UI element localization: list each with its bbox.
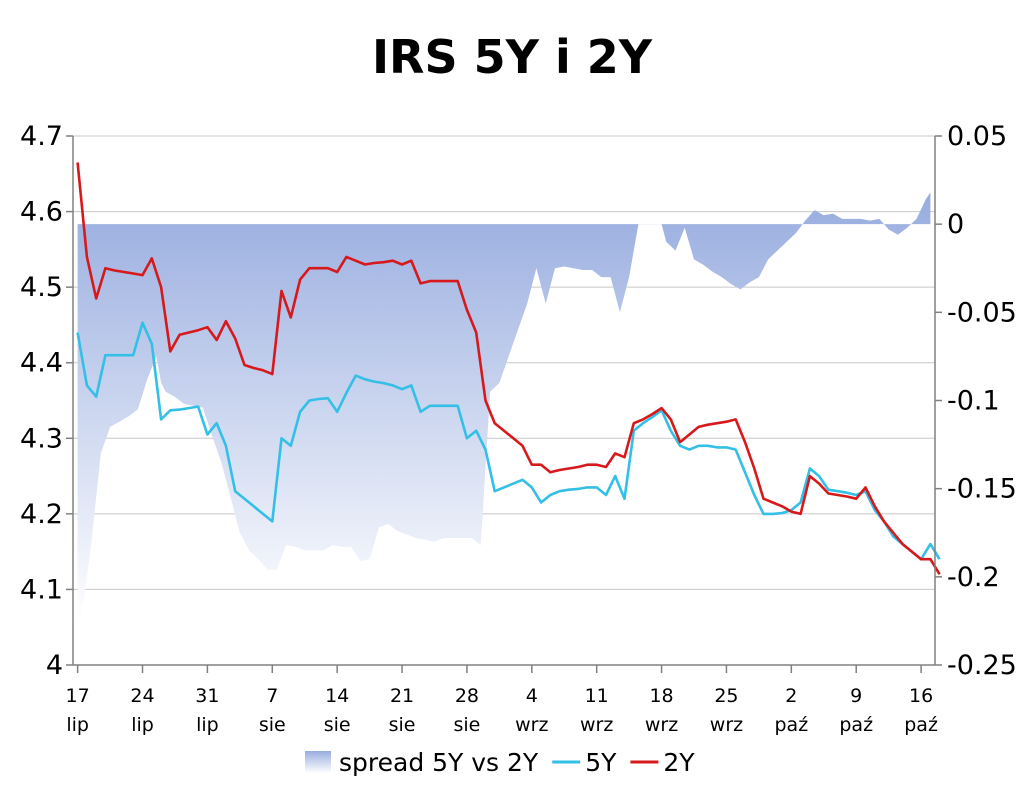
legend-label: spread 5Y vs 2Y [339,748,539,777]
y-right-tick-label: -0.05 [947,297,1017,328]
legend: spread 5Y vs 2Y 5Y 2Y [305,748,695,777]
x-tick-month: paź [904,714,938,736]
series-line-2y [76,162,941,575]
x-tick-day: 25 [714,685,738,707]
legend-label: 5Y [585,748,617,777]
x-tick-day: 7 [266,685,278,707]
x-tick-month: sie [259,714,286,736]
x-tick-month: wrz [710,714,743,736]
x-tick-day: 18 [649,685,673,707]
x-tick-day: 28 [455,685,479,707]
x-tick-month: lip [196,714,219,736]
y-right-tick-label: 0 [947,209,964,240]
axis-layer: 4.7 4.6 4.5 4.4 4.3 4.2 4.1 4 0.05 0 -0.05 -0.1 -0.1… [20,121,1017,736]
x-tick-day: 11 [585,685,609,707]
x-tick-day: 9 [850,685,862,707]
line-layer [76,162,941,575]
y-left-tick-label: 4.6 [20,197,63,228]
y-right-tick-label: -0.25 [947,650,1017,681]
y-left-tick-label: 4.5 [20,272,63,303]
y-right-tick-label: -0.15 [947,474,1017,505]
x-tick-month: wrz [515,714,548,736]
x-tick-day: 2 [785,685,797,707]
x-tick-month: sie [324,714,351,736]
x-tick-day: 31 [195,685,219,707]
x-tick-day: 21 [390,685,414,707]
y-left-tick-label: 4.7 [20,121,63,152]
x-tick-day: 14 [325,685,349,707]
x-tick-month: lip [131,714,154,736]
x-tick-month: sie [453,714,480,736]
legend-swatch-area [305,751,331,773]
x-tick-month: wrz [645,714,678,736]
x-tick-day: 24 [130,685,154,707]
x-tick-month: paź [839,714,873,736]
x-tick-day: 16 [909,685,933,707]
y-left-tick-label: 4.2 [20,499,63,530]
x-tick-month: sie [389,714,416,736]
y-right-tick-label: -0.1 [947,386,1000,417]
chart-title: IRS 5Y i 2Y [371,30,653,84]
series-area-spread [77,192,931,625]
x-tick-day: 4 [526,685,538,707]
x-tick-month: lip [66,714,89,736]
y-left-tick-label: 4 [46,650,63,681]
series-line-5y [76,321,941,561]
y-left-tick-label: 4.4 [20,348,63,379]
area-layer [77,192,931,625]
y-left-tick-label: 4.1 [20,574,63,605]
x-tick-day: 17 [66,685,90,707]
legend-label: 2Y [663,748,695,777]
x-tick-month: wrz [580,714,613,736]
y-left-tick-label: 4.3 [20,423,63,454]
y-right-tick-label: -0.2 [947,562,1000,593]
x-tick-month: paź [774,714,808,736]
y-right-tick-label: 0.05 [947,121,1007,152]
